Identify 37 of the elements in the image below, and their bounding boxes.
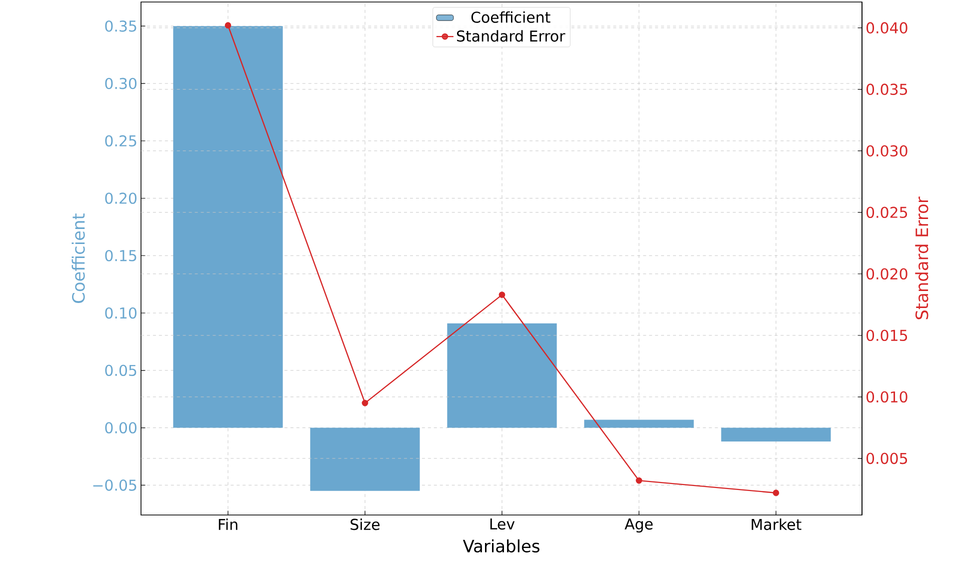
x-tick-label: Lev [490, 518, 515, 530]
x-tick-label: Fin [218, 518, 238, 530]
y2-tick-label: 0.035 [866, 84, 908, 95]
x-tick-label: Age [624, 518, 653, 533]
bar [447, 323, 557, 428]
y2-tick-label: 0.030 [866, 145, 908, 157]
bar [721, 428, 831, 442]
y-tick-label: 0.30 [105, 78, 136, 90]
legend-label: Standard Error [457, 30, 566, 42]
x-axis-title: Variables [462, 539, 540, 552]
bar [173, 26, 283, 428]
point [224, 22, 232, 29]
y-axis-title: Coefficient [72, 214, 85, 303]
y2-tick-label: 0.005 [866, 452, 908, 464]
y-tick-label: 0.10 [105, 307, 136, 319]
point [362, 400, 368, 406]
y-tick-label: 0.20 [105, 192, 136, 204]
y2-tick-label: 0.010 [866, 391, 908, 403]
y2-tick-label: 0.015 [866, 330, 908, 342]
y-tick-label: 0.05 [105, 364, 136, 376]
y-tick-label: 0.35 [105, 20, 136, 32]
y2-tick-label: 0.040 [866, 22, 908, 34]
y2-axis-title: Standard Error [915, 196, 928, 320]
y-tick-label: 0.25 [105, 135, 136, 147]
y-tick-label: −0.05 [93, 480, 136, 491]
y-tick-label: 0.15 [105, 250, 136, 262]
point [636, 477, 642, 484]
x-tick-label: Market [752, 518, 802, 530]
y-tick-label: 0.00 [105, 422, 136, 434]
bar [584, 420, 694, 428]
bar [310, 428, 420, 491]
x-tick-label: Size [350, 518, 380, 530]
legend-label: Coefficient [471, 11, 550, 23]
point [772, 490, 780, 496]
y2-tick-label: 0.025 [866, 206, 908, 218]
y2-tick-label: 0.020 [866, 268, 908, 280]
point [498, 292, 506, 298]
